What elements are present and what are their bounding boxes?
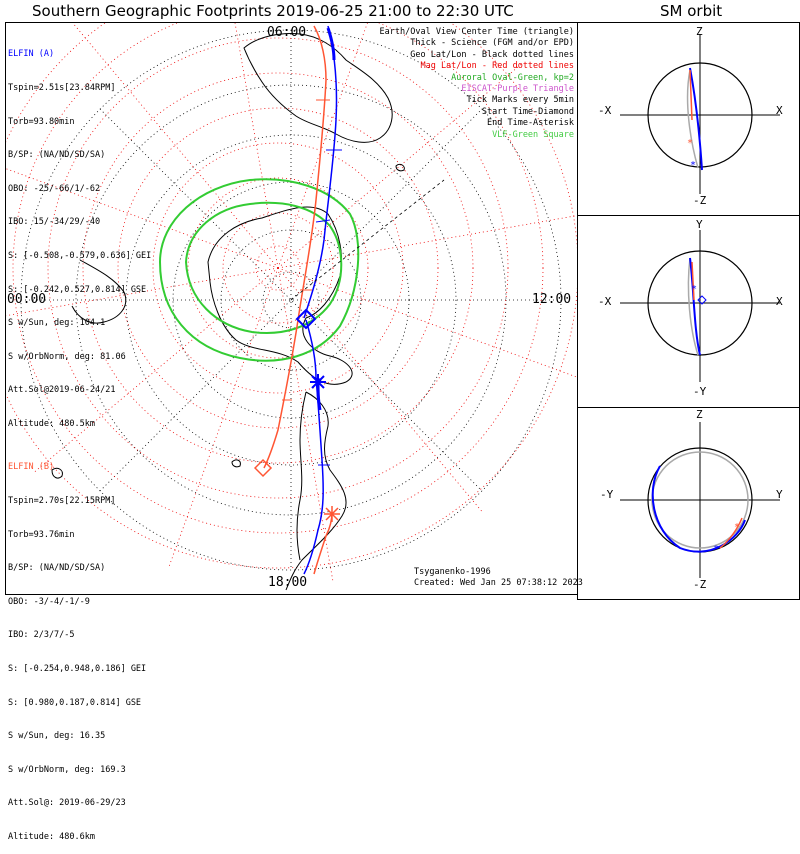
legend-entry: Geo Lat/Lon - Black dotted lines (410, 49, 574, 60)
probe-a-line: Altitude: 480.5km (8, 418, 95, 429)
probe-a-line: S w/OrbNorm, deg: 81.06 (8, 351, 126, 362)
probe-b-start-diamond (253, 458, 273, 478)
svg-text:*: * (734, 522, 740, 533)
xy-left-label: -X (598, 295, 612, 308)
mag-grid (6, 23, 577, 584)
xy-bottom-label: -Y (693, 385, 707, 398)
yz-bottom-label: -Z (693, 578, 707, 591)
probe-a-track (303, 25, 338, 575)
probe-b-line: Att.Sol@: 2019-06-29/23 (8, 798, 126, 809)
probe-a-line: Att.Sol@2019-06-24/21 (8, 385, 116, 396)
probe-a-end-asterisk (310, 374, 326, 390)
legend-entry: End Time-Asterisk (487, 118, 574, 129)
orbit-xy-plot: * (620, 230, 780, 382)
yz-top-label: Z (696, 408, 703, 421)
xz-right-label: X (776, 104, 783, 117)
probe-a-line: Tspin=2.51s[23.84RPM] (8, 83, 116, 93)
probe-a-line: S: [-0.242,0.527,0.814] GSE (8, 284, 147, 295)
probe-a-line: IBO: 15/-34/29/-40 (8, 217, 101, 228)
yz-right-label: Y (776, 488, 783, 501)
svg-text:*: * (691, 284, 697, 295)
probe-b-name: ELFIN (B) (8, 462, 55, 473)
page-title: Southern Geographic Footprints 2019-06-2… (32, 2, 514, 20)
xy-top-label: Y (696, 218, 703, 231)
probe-b-line: S: [0.980,0.187,0.814] GSE (8, 697, 142, 708)
legend-entry: Auroral Oval-Green, kp=2 (451, 72, 574, 83)
legend-entry: Tick Marks every 5min (466, 95, 574, 106)
probe-a-line: S w/Sun, deg: 104.1 (8, 318, 106, 329)
probe-b-line: IBO: 2/3/7/-5 (8, 630, 75, 641)
svg-text:*: * (690, 160, 696, 171)
probe-b-line: S: [-0.254,0.948,0.186] GEI (8, 663, 147, 674)
probe-a-line: OBO: -25/-66/1/-62 (8, 183, 101, 194)
mlt-label-left: 00:00 (7, 292, 47, 307)
mlt-label-right: 12:00 (532, 292, 572, 307)
footprint-map (6, 23, 577, 591)
created-credit: Created: Wed Jan 25 07:38:12 2023 (414, 578, 583, 588)
svg-text:*: * (713, 544, 719, 555)
probe-b-info: ELFIN (B) Tspin=2.70s[22.15RPM] Torb=93.… (8, 440, 146, 854)
probe-a-line: S: [-0.508,-0.579,0.636] GEI (8, 250, 152, 261)
orbit-title: SM orbit (660, 2, 723, 20)
probe-b-end-asterisk (324, 506, 340, 522)
probe-a-line: Torb=93.80min (8, 116, 75, 127)
probe-a-start-diamond (295, 308, 317, 330)
auroral-oval (158, 178, 360, 362)
legend-entry: EISCAT-Purple Triangle (461, 83, 574, 94)
continents (51, 33, 405, 591)
probe-a-name: ELFIN (A) (8, 49, 55, 60)
probe-b-line: Tspin=2.70s[22.15RPM] (8, 496, 116, 506)
tick-marks (315, 149, 342, 466)
svg-text:*: * (687, 138, 693, 149)
probe-b-line: B/SP: (NA/ND/SD/SA) (8, 563, 106, 574)
orbit-plots: * * * * * (620, 34, 780, 578)
orbit-yz-plot: * * (620, 422, 780, 578)
xy-right-label: X (776, 295, 783, 308)
yz-left-label: -Y (600, 488, 614, 501)
xz-left-label: -X (598, 104, 612, 117)
probe-b-line: Torb=93.76min (8, 529, 75, 540)
probe-b-line: S w/OrbNorm, deg: 169.3 (8, 764, 126, 775)
legend-entry: Thick - Science (FGM and/or EPD) (410, 38, 574, 49)
probe-a-line: B/SP: (NA/ND/SD/SA) (8, 150, 106, 161)
xz-top-label: Z (696, 25, 703, 38)
model-credit: Tsyganenko-1996 (414, 567, 491, 577)
probe-b-line: Altitude: 480.6km (8, 831, 95, 842)
legend-entry: Earth/Oval View Center Time (triangle) (379, 27, 574, 37)
legend-entry: VLF-Green Square (492, 129, 574, 140)
legend-entry: Start Time-Diamond (481, 106, 574, 117)
legend-entry: Mag Lat/Lon - Red dotted lines (420, 61, 574, 72)
map-legend: Earth/Oval View Center Time (triangle) Th… (380, 27, 574, 141)
probe-b-line: S w/Sun, deg: 16.35 (8, 731, 106, 742)
probe-a-info: ELFIN (A) Tspin=2.51s[23.84RPM] Torb=93.… (8, 27, 151, 441)
orbit-xz-plot: * * (620, 34, 780, 194)
probe-b-line: OBO: -3/-4/-1/-9 (8, 596, 90, 607)
mlt-label-bottom: 18:00 (268, 575, 308, 590)
mlt-label-top: 06:00 (267, 25, 307, 40)
xz-bottom-label: -Z (693, 194, 707, 207)
